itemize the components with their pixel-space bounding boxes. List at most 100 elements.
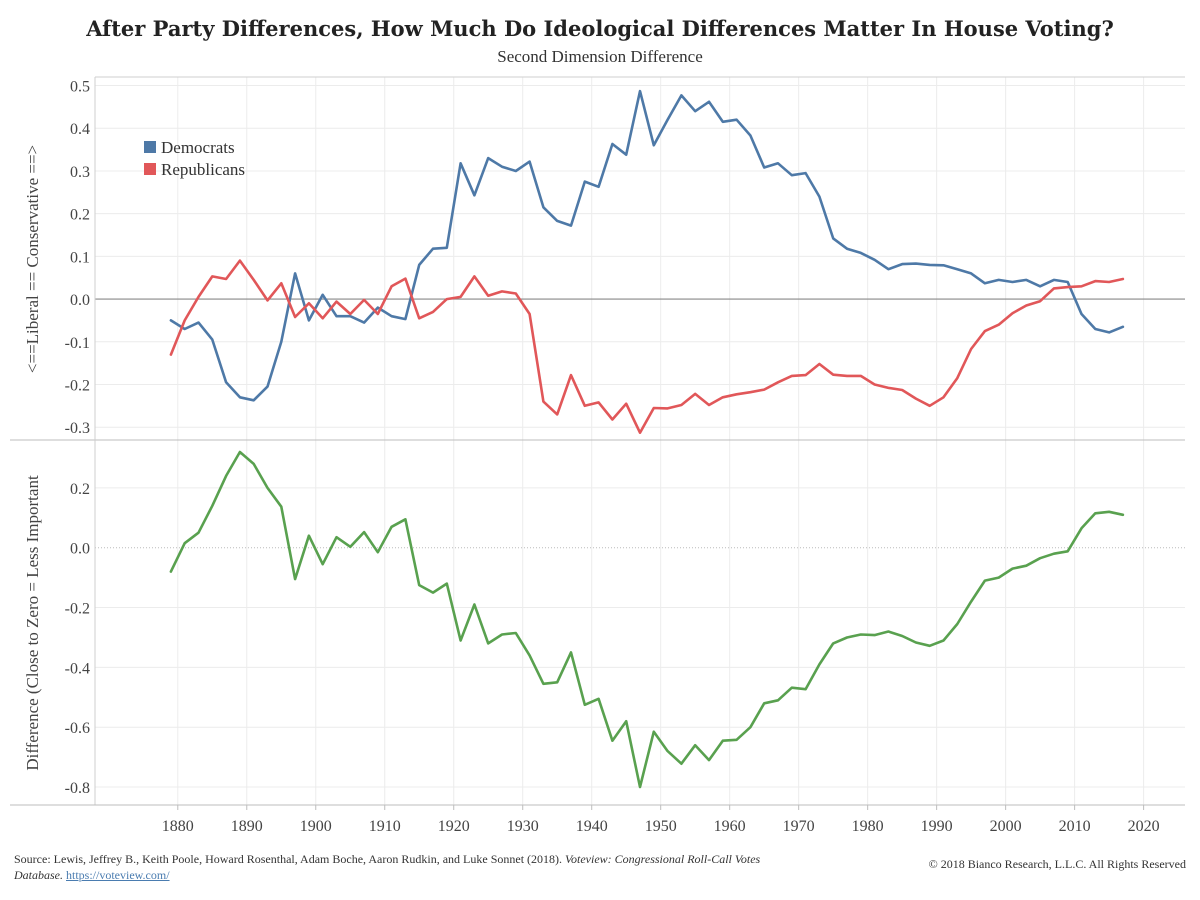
top-data-point-democrats	[735, 118, 738, 121]
bottom-data-point-difference	[1122, 513, 1125, 516]
top-data-point-democrats	[1066, 281, 1069, 284]
top-data-point-democrats	[377, 306, 380, 309]
top-data-point-republicans	[266, 299, 269, 302]
x-tick-label: 1980	[852, 818, 884, 835]
top-data-point-democrats	[694, 110, 697, 113]
top-ytick-label: 0.5	[70, 79, 90, 96]
source-link[interactable]: https://voteview.com/	[66, 868, 170, 882]
bottom-data-point-difference	[446, 582, 449, 585]
bottom-data-point-difference	[459, 639, 462, 642]
bottom-data-point-difference	[515, 632, 518, 635]
x-tick-label: 1950	[645, 818, 677, 835]
top-data-point-democrats	[584, 180, 587, 183]
top-data-point-republicans	[694, 393, 697, 396]
top-data-point-republicans	[418, 317, 421, 320]
top-data-point-republicans	[708, 404, 711, 407]
bottom-data-point-difference	[763, 702, 766, 705]
bottom-data-point-difference	[349, 546, 352, 549]
chart-subtitle: Second Dimension Difference	[497, 47, 703, 66]
legend: Democrats Republicans	[144, 138, 245, 179]
top-data-point-democrats	[652, 144, 655, 147]
top-data-point-democrats	[887, 268, 890, 271]
x-tick-label: 1900	[300, 818, 332, 835]
top-data-point-republicans	[280, 282, 283, 285]
bottom-ytick-label: -0.4	[65, 660, 90, 677]
top-data-point-republicans	[680, 404, 683, 407]
bottom-data-point-difference	[363, 531, 366, 534]
top-data-point-republicans	[321, 317, 324, 320]
top-panel: -0.3 -0.2 -0.1 0.0 0.1 0.2 0.3 0.4 0.5	[65, 77, 1185, 440]
top-ytick-label: 0.1	[70, 249, 90, 266]
top-data-point-democrats	[542, 206, 545, 209]
top-data-point-republicans	[542, 400, 545, 403]
top-data-point-democrats	[501, 165, 504, 168]
bottom-data-point-difference	[170, 570, 173, 573]
top-data-point-republicans	[625, 402, 628, 405]
bottom-data-point-difference	[473, 603, 476, 606]
bottom-data-point-difference	[901, 635, 904, 638]
bottom-data-point-difference	[1039, 557, 1042, 560]
bottom-data-point-difference	[225, 475, 228, 478]
top-data-point-republicans	[335, 300, 338, 303]
bottom-data-point-difference	[721, 739, 724, 742]
top-data-point-democrats	[266, 385, 269, 388]
bottom-data-point-difference	[887, 630, 890, 633]
top-data-point-democrats	[749, 134, 752, 137]
top-data-point-republicans	[211, 275, 214, 278]
bottom-data-point-difference	[211, 505, 214, 508]
top-data-point-republicans	[377, 313, 380, 316]
top-data-point-republicans	[597, 401, 600, 404]
copyright-note: © 2018 Bianco Research, L.L.C. All Right…	[928, 857, 1186, 871]
top-data-point-republicans	[970, 348, 973, 351]
top-data-point-democrats	[997, 279, 1000, 282]
top-data-point-democrats	[832, 237, 835, 240]
bottom-data-point-difference	[804, 688, 807, 691]
x-tick-label: 1920	[438, 818, 470, 835]
top-data-point-republicans	[515, 292, 518, 295]
bottom-data-point-difference	[542, 683, 545, 686]
top-data-point-republicans	[652, 407, 655, 410]
top-data-point-democrats	[1039, 285, 1042, 288]
bottom-data-point-difference	[1080, 527, 1083, 530]
bottom-y-axis-label: Difference (Close to Zero = Less Importa…	[23, 475, 42, 771]
bottom-data-point-difference	[915, 641, 918, 644]
top-data-point-republicans	[225, 278, 228, 281]
top-ytick-label: -0.2	[65, 377, 90, 394]
top-data-point-republicans	[749, 391, 752, 394]
top-data-point-republicans	[584, 405, 587, 408]
top-data-point-democrats	[570, 224, 573, 227]
top-data-point-democrats	[611, 143, 614, 146]
top-data-point-democrats	[446, 247, 449, 250]
top-data-point-republicans	[294, 316, 297, 319]
top-data-point-republicans	[349, 313, 352, 316]
top-data-point-democrats	[721, 121, 724, 124]
chart-title: After Party Differences, How Much Do Ide…	[86, 16, 1114, 41]
x-tick-label: 1880	[162, 818, 194, 835]
top-data-point-republicans	[666, 407, 669, 410]
top-data-point-democrats	[1025, 279, 1028, 282]
legend-label-democrats: Democrats	[161, 138, 235, 157]
top-data-point-republicans	[239, 259, 242, 262]
x-tick-label: 1910	[369, 818, 401, 835]
top-data-point-republicans	[501, 290, 504, 293]
top-data-point-democrats	[308, 319, 311, 322]
top-data-point-democrats	[197, 321, 200, 324]
bottom-ytick-label: 0.0	[70, 541, 90, 558]
bottom-data-point-difference	[749, 726, 752, 729]
bottom-data-point-difference	[984, 579, 987, 582]
top-data-point-democrats	[404, 318, 407, 321]
top-ytick-label: 0.3	[70, 164, 90, 181]
top-data-point-democrats	[873, 258, 876, 261]
bottom-data-point-difference	[1053, 552, 1056, 555]
top-data-point-republicans	[611, 418, 614, 421]
bottom-data-point-difference	[280, 505, 283, 508]
bottom-data-point-difference	[777, 699, 780, 702]
bottom-data-point-difference	[321, 563, 324, 566]
top-data-point-democrats	[790, 174, 793, 177]
top-data-point-democrats	[459, 162, 462, 165]
x-tick-label: 1990	[921, 818, 953, 835]
top-data-point-republicans	[459, 296, 462, 299]
bottom-data-point-difference	[832, 642, 835, 645]
top-data-point-republicans	[721, 396, 724, 399]
top-data-point-democrats	[639, 90, 642, 93]
